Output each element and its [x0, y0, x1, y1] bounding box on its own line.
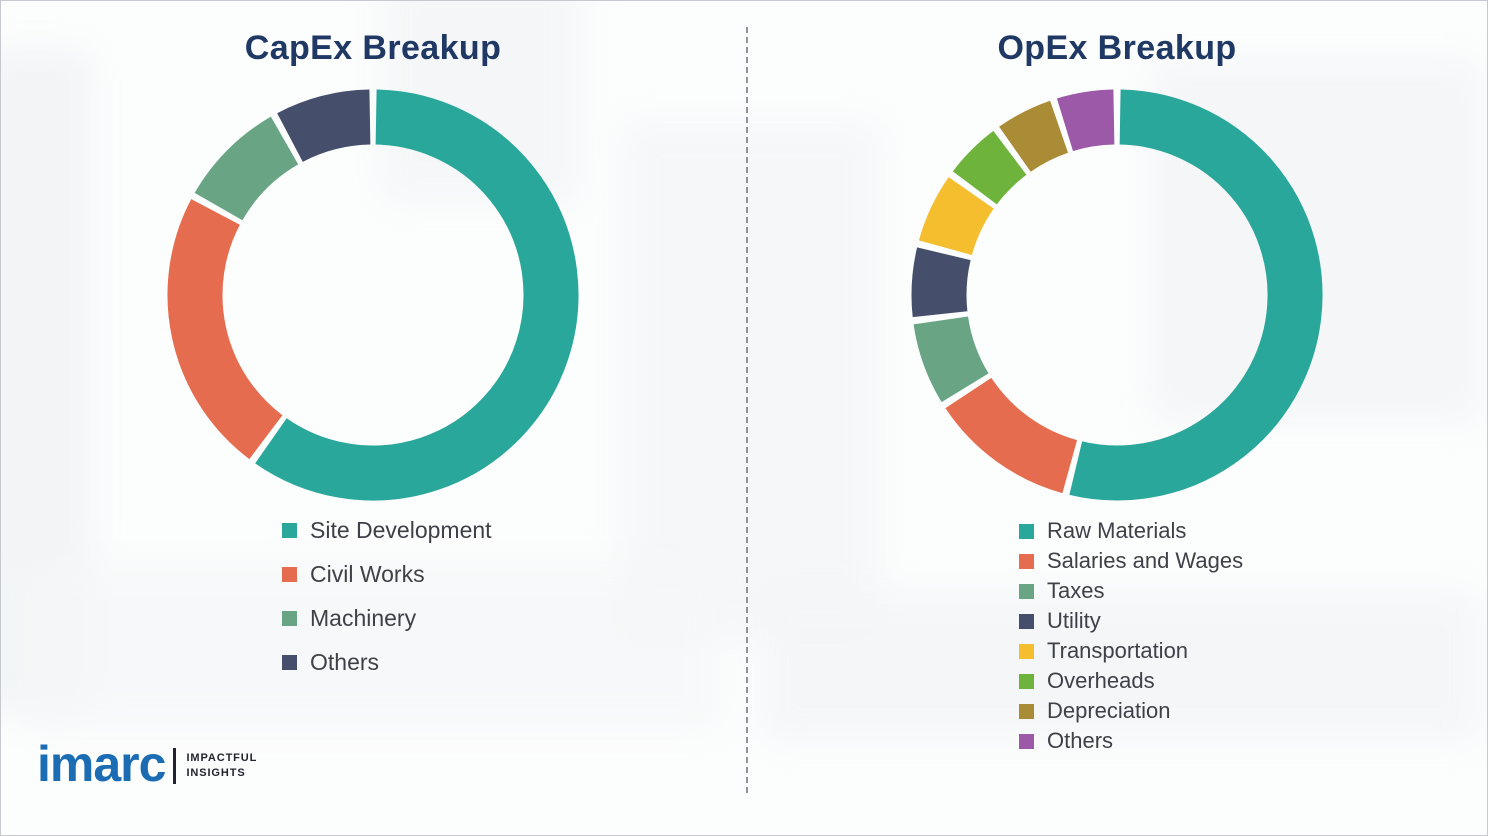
- legend-label: Depreciation: [1047, 698, 1171, 723]
- legend-item: Utility: [1019, 606, 1243, 636]
- donut-segment-utility: [911, 247, 971, 318]
- legend-label: Civil Works: [310, 560, 425, 587]
- logo-tagline: IMPACTFUL INSIGHTS: [186, 747, 257, 781]
- legend-label: Site Development: [310, 516, 492, 543]
- capex-panel: CapEx Breakup Site Development Civil Work…: [1, 1, 745, 835]
- logo-tagline-line1: IMPACTFUL: [186, 752, 258, 765]
- legend-swatch: [1019, 643, 1034, 659]
- legend-item: Others: [1019, 726, 1243, 756]
- imarc-logo-wordmark: imarc: [37, 736, 166, 792]
- donut-segment-depreciation: [999, 100, 1069, 173]
- legend-swatch: [1019, 703, 1034, 719]
- legend-swatch: [1019, 523, 1034, 539]
- legend-label: Salaries and Wages: [1047, 548, 1244, 573]
- opex-donut-chart: [911, 89, 1323, 501]
- donut-segment-others: [277, 89, 372, 163]
- legend-swatch: [1019, 613, 1034, 629]
- legend-swatch: [1019, 673, 1034, 689]
- donut-segment-salaries-and-wages: [945, 377, 1078, 494]
- legend-item: Overheads: [1019, 666, 1243, 696]
- legend-swatch: [1019, 553, 1034, 569]
- legend-label: Raw Materials: [1047, 518, 1187, 543]
- legend-item: Machinery: [282, 596, 492, 640]
- donut-segment-raw-materials: [1069, 89, 1323, 501]
- legend-item: Transportation: [1019, 636, 1243, 666]
- capex-chart-title: CapEx Breakup: [244, 29, 502, 67]
- opex-panel: OpEx Breakup Raw Materials Salaries and W…: [745, 1, 1487, 835]
- legend-item: Civil Works: [282, 552, 492, 596]
- legend-label: Utility: [1047, 608, 1101, 633]
- legend-swatch: [282, 654, 297, 670]
- capex-donut-chart: [167, 89, 579, 501]
- legend-swatch: [1019, 733, 1034, 749]
- legend-item: Others: [282, 640, 492, 684]
- legend-item: Depreciation: [1019, 696, 1243, 726]
- donut-segment-others: [1056, 89, 1116, 152]
- legend-swatch: [282, 610, 297, 626]
- legend-label: Transportation: [1047, 638, 1189, 663]
- legend-label: Overheads: [1047, 668, 1155, 693]
- legend-swatch: [1019, 583, 1034, 599]
- legend-item: Taxes: [1019, 576, 1243, 606]
- capex-legend: Site Development Civil Works Machinery Othe…: [282, 508, 492, 684]
- donut-segment-taxes: [913, 315, 989, 403]
- opex-legend: Raw Materials Salaries and Wages Taxes Util…: [1019, 516, 1243, 756]
- donut-segment-machinery: [194, 116, 299, 221]
- legend-swatch: [282, 522, 297, 538]
- legend-label: Others: [310, 648, 380, 675]
- opex-chart-title: OpEx Breakup: [997, 29, 1237, 67]
- donut-segment-overheads: [952, 130, 1027, 205]
- logo-tagline-line2: INSIGHTS: [186, 767, 246, 779]
- donut-segment-transportation: [918, 177, 995, 256]
- donut-segment-site-development: [255, 89, 579, 501]
- legend-item: Raw Materials: [1019, 516, 1243, 546]
- legend-label: Machinery: [310, 604, 417, 631]
- imarc-logo: imarc IMPACTFUL INSIGHTS: [37, 739, 257, 789]
- legend-label: Taxes: [1047, 578, 1105, 603]
- legend-label: Others: [1047, 728, 1114, 753]
- panel-divider-dashed: [746, 27, 748, 793]
- legend-item: Site Development: [282, 508, 492, 552]
- logo-divider: [173, 748, 177, 784]
- donut-segment-civil-works: [167, 199, 283, 460]
- legend-swatch: [282, 566, 297, 582]
- legend-item: Salaries and Wages: [1019, 546, 1243, 576]
